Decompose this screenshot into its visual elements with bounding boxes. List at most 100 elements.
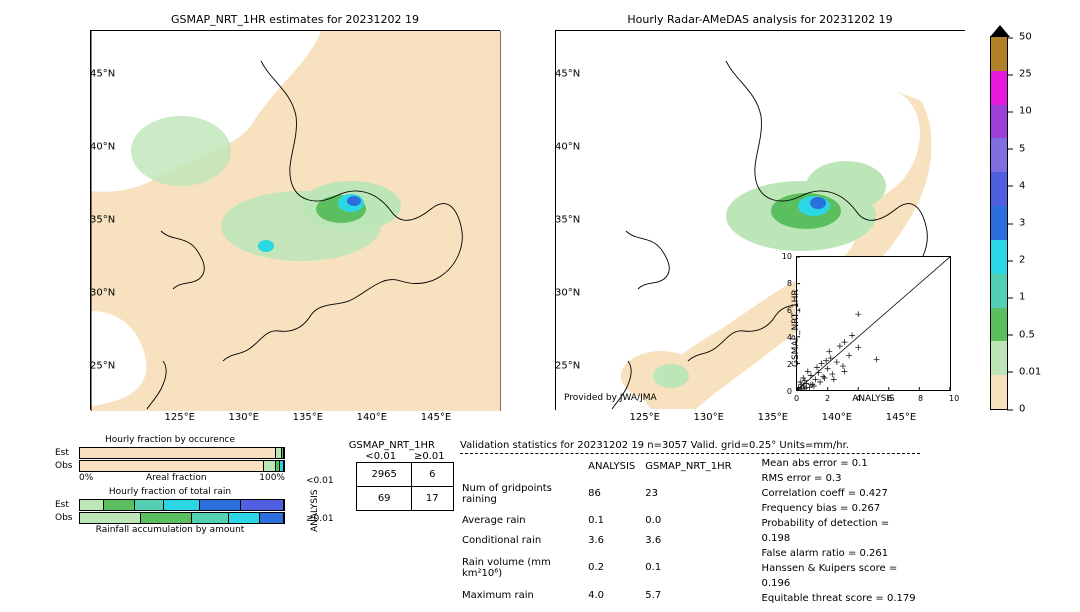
colorbar-segment bbox=[991, 308, 1007, 342]
contingency-table: 29656 6917 bbox=[356, 462, 453, 511]
hbar bbox=[79, 447, 285, 459]
hourly-fraction-group: Hourly fraction by occurence EstObs 0% A… bbox=[55, 435, 285, 537]
hbar-segment bbox=[104, 500, 135, 510]
vrow-b: 23 bbox=[645, 477, 739, 510]
hbar-segment bbox=[229, 513, 260, 523]
hbar-segment bbox=[141, 513, 192, 523]
ct-colheader: GSMAP_NRT_1HR bbox=[330, 440, 454, 451]
ytick-label: 35°N bbox=[555, 215, 559, 226]
hbar-segment bbox=[241, 500, 284, 510]
hbar-segment bbox=[80, 448, 276, 458]
ytick-label: 30°N bbox=[90, 288, 94, 299]
scatter-ytick: 0 bbox=[787, 387, 792, 396]
hbar-label: Est bbox=[55, 500, 79, 510]
scatter-inset: GSMAP_NRT_1HR ANALYSIS 00224466881010 bbox=[796, 256, 951, 391]
ct-row0: <0.01 bbox=[306, 476, 334, 486]
vrow-a: 0.2 bbox=[588, 552, 643, 585]
provided-by-label: Provided by JWA/JMA bbox=[564, 393, 657, 403]
hbar-row: Est bbox=[55, 499, 285, 511]
map-right: Hourly Radar-AMeDAS analysis for 2023120… bbox=[555, 30, 965, 410]
tot-title: Hourly fraction of total rain bbox=[55, 487, 285, 497]
colorbar-tick-label: 25 bbox=[1007, 69, 1032, 80]
xtick-label: 130°E bbox=[229, 410, 259, 423]
hbar-segment bbox=[80, 500, 104, 510]
hbar bbox=[79, 512, 285, 524]
ytick-label: 45°N bbox=[555, 68, 559, 79]
vrow-label: Maximum rain bbox=[462, 586, 586, 604]
hbar-segment bbox=[80, 513, 141, 523]
ct-10: 69 bbox=[357, 487, 411, 511]
hbar-segment bbox=[260, 513, 284, 523]
scatter-xtick: 0 bbox=[794, 394, 799, 403]
colorbar-tick-label: 2 bbox=[1007, 255, 1025, 266]
scatter-svg bbox=[797, 257, 950, 390]
vrow-b: 0.0 bbox=[645, 512, 739, 530]
xtick-label: 140°E bbox=[357, 410, 387, 423]
colorbar-tick-label: 0.01 bbox=[1007, 366, 1041, 377]
ct-col1: ≥0.01 bbox=[414, 451, 445, 462]
vrow-a: 86 bbox=[588, 477, 643, 510]
validation-header: Validation statistics for 20231202 19 n=… bbox=[460, 440, 920, 451]
hbar bbox=[79, 499, 285, 511]
vh-a: ANALYSIS bbox=[588, 458, 643, 475]
scatter-xtick: 6 bbox=[887, 394, 892, 403]
occ-title: Hourly fraction by occurence bbox=[55, 435, 285, 445]
ct-row1: ≥0.01 bbox=[306, 514, 334, 524]
colorbar-segment bbox=[991, 71, 1007, 105]
hbar-segment bbox=[80, 461, 264, 471]
vrow-b: 5.7 bbox=[645, 586, 739, 604]
scatter-xtick: 4 bbox=[856, 394, 861, 403]
vrow-a: 3.6 bbox=[588, 532, 643, 550]
scatter-ytick: 2 bbox=[787, 360, 792, 369]
colorbar-tick-label: 4 bbox=[1007, 180, 1025, 191]
ct-col0: <0.01 bbox=[365, 451, 396, 462]
metric-row: RMS error = 0.3 bbox=[762, 471, 920, 486]
vrow-b: 3.6 bbox=[645, 532, 739, 550]
map-left: GSMAP_NRT_1HR estimates for 20231202 19 bbox=[90, 30, 500, 410]
ytick-label: 25°N bbox=[90, 361, 94, 372]
hbar-segment bbox=[135, 500, 164, 510]
scatter-xtick: 10 bbox=[949, 394, 959, 403]
xtick-label: 135°E bbox=[758, 410, 788, 423]
vrow-label: Average rain bbox=[462, 512, 586, 530]
colorbar: 502510543210.50.010 bbox=[990, 36, 1008, 410]
scatter-ytick: 10 bbox=[782, 252, 792, 261]
colorbar-tick-label: 5 bbox=[1007, 143, 1025, 154]
contingency-group: GSMAP_NRT_1HR ANALYSIS <0.01 ≥0.01 29656… bbox=[300, 440, 454, 511]
colorbar-segment bbox=[991, 375, 1007, 409]
colorbar-tick-label: 0 bbox=[1007, 404, 1025, 415]
scatter-xtick: 2 bbox=[825, 394, 830, 403]
colorbar-tick-label: 10 bbox=[1007, 106, 1032, 117]
vrow-a: 0.1 bbox=[588, 512, 643, 530]
metric-row: Probability of detection = 0.198 bbox=[762, 516, 920, 546]
ct-00: 2965 bbox=[357, 463, 411, 487]
hbar-label: Obs bbox=[55, 461, 79, 471]
scatter-ytick: 4 bbox=[787, 333, 792, 342]
ytick-label: 30°N bbox=[555, 288, 559, 299]
metric-row: False alarm ratio = 0.261 bbox=[762, 546, 920, 561]
xtick-label: 125°E bbox=[164, 410, 194, 423]
metric-row: Correlation coeff = 0.427 bbox=[762, 486, 920, 501]
xtick-label: 140°E bbox=[822, 410, 852, 423]
colorbar-segment bbox=[991, 240, 1007, 274]
vrow-label: Conditional rain bbox=[462, 532, 586, 550]
hbar-segment bbox=[264, 461, 276, 471]
ct-01: 6 bbox=[411, 463, 453, 487]
vrow-label: Num of gridpoints raining bbox=[462, 477, 586, 510]
scatter-ytick: 6 bbox=[787, 306, 792, 315]
ytick-label: 40°N bbox=[90, 141, 94, 152]
hbar-segment bbox=[282, 448, 284, 458]
colorbar-segment bbox=[991, 105, 1007, 139]
colorbar-tick-label: 50 bbox=[1007, 32, 1032, 43]
colorbar-segment bbox=[991, 138, 1007, 172]
xtick-label: 130°E bbox=[694, 410, 724, 423]
scatter-ylabel: GSMAP_NRT_1HR bbox=[791, 289, 801, 367]
hbar-row: Obs bbox=[55, 512, 285, 524]
colorbar-segment bbox=[991, 172, 1007, 206]
map-left-svg bbox=[91, 31, 501, 411]
colorbar-tick-label: 3 bbox=[1007, 218, 1025, 229]
hbar-label: Est bbox=[55, 448, 79, 458]
metric-row: Mean abs error = 0.1 bbox=[762, 456, 920, 471]
hbar-segment bbox=[200, 500, 241, 510]
xtick-label: 145°E bbox=[886, 410, 916, 423]
